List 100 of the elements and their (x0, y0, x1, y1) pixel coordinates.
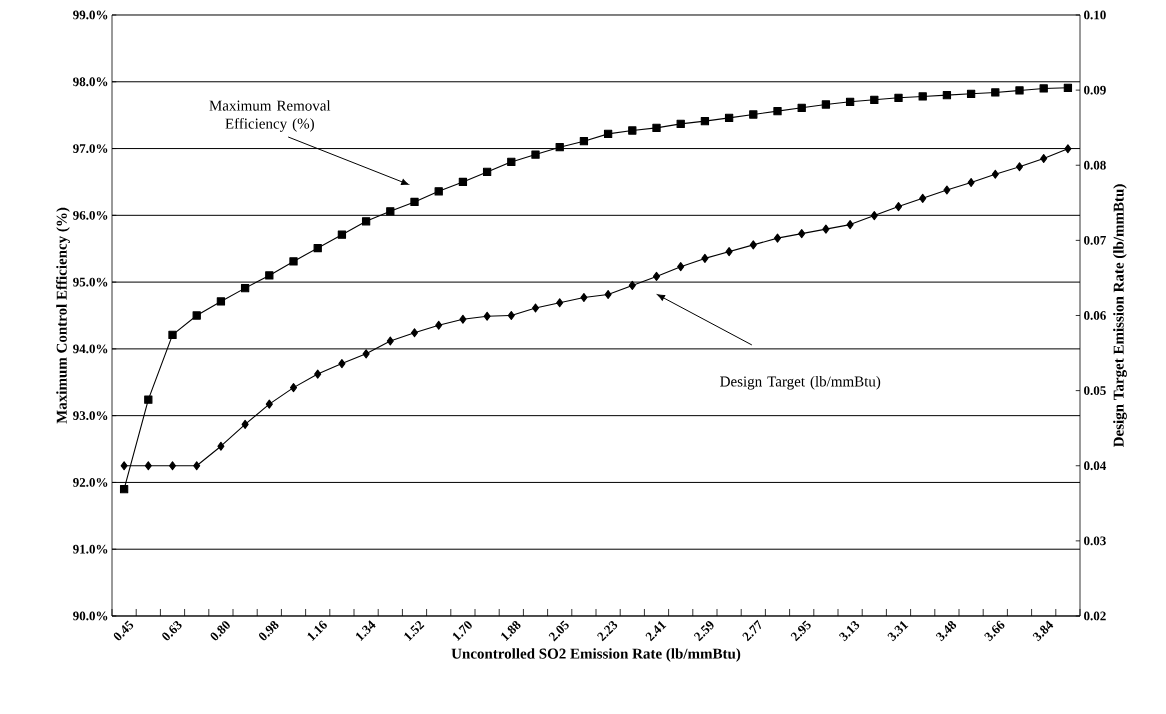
x-tick-label: 3.66 (984, 620, 1005, 642)
y-tick-label: 90.0% (73, 611, 108, 621)
point (1063, 83, 1073, 92)
x-tick-label: 0.45 (113, 620, 134, 641)
x-tick-label: 1.70 (452, 621, 472, 642)
point (870, 211, 878, 221)
x-tick-label: 1.52 (404, 621, 425, 641)
point (435, 320, 443, 330)
point (919, 193, 927, 203)
point (168, 330, 177, 340)
y2-tick-label: 0.07 (1084, 235, 1106, 245)
y2-tick-label: 0.03 (1084, 536, 1106, 546)
x-tick-label: 2.41 (645, 621, 667, 642)
x-tick-label: 1.88 (501, 620, 521, 642)
point (507, 157, 516, 167)
point (894, 202, 903, 212)
y2-tick-label: 0.10 (1084, 10, 1106, 20)
point (943, 185, 951, 195)
x-tick-label: 2.59 (693, 621, 714, 642)
point (410, 197, 419, 207)
y2-tick-label: 0.05 (1084, 386, 1106, 396)
point (556, 298, 564, 308)
annotation: Design Target (lb/mmBtu) (720, 375, 881, 390)
point (144, 395, 153, 404)
point (459, 314, 467, 324)
point (845, 97, 855, 106)
y-tick-label: 91.0% (73, 544, 108, 554)
point (870, 95, 879, 104)
x-tick-label: 0.63 (162, 621, 182, 641)
annotation: Maximum Removal Efficiency (%) (209, 100, 331, 132)
point (192, 311, 201, 320)
point (265, 271, 274, 280)
point (361, 217, 371, 226)
point (677, 262, 685, 272)
point (386, 207, 395, 216)
point (1040, 153, 1048, 164)
point (942, 90, 952, 100)
point (580, 292, 588, 303)
point (217, 441, 225, 451)
y2-tick-label: 0.09 (1084, 85, 1106, 95)
y-axis-title: Maximum Control Efficiency (%) (56, 207, 70, 424)
point (240, 283, 250, 293)
x-tick-label: 0.80 (210, 621, 230, 641)
y-tick-label: 93.0% (73, 411, 108, 421)
point (918, 92, 927, 101)
point (822, 224, 830, 234)
point (966, 89, 976, 98)
point (193, 461, 201, 471)
point (531, 303, 540, 313)
point (507, 310, 515, 321)
point (1039, 84, 1048, 93)
point (967, 177, 975, 188)
point (482, 167, 492, 177)
point (410, 328, 419, 338)
point (798, 229, 806, 239)
point (725, 247, 733, 257)
x-tick-label: 3.48 (935, 620, 957, 642)
point (362, 349, 370, 359)
point (216, 297, 226, 306)
y-tick-label: 99.0% (73, 10, 108, 20)
point (604, 289, 612, 300)
y2-tick-label: 0.02 (1084, 611, 1106, 621)
point (579, 137, 589, 146)
point (1015, 86, 1024, 95)
point (168, 461, 177, 471)
point (846, 220, 854, 230)
point (483, 311, 491, 321)
point (386, 336, 394, 346)
x-tick-label: 3.13 (839, 621, 860, 642)
y-tick-label: 92.0% (73, 478, 108, 487)
point (628, 280, 636, 290)
point (1015, 162, 1024, 172)
point (991, 169, 999, 179)
x-tick-label: 0.98 (259, 620, 279, 641)
point (434, 187, 443, 196)
y-tick-label: 95.0% (73, 277, 108, 287)
point (531, 150, 540, 159)
y-tick-label: 97.0% (73, 144, 108, 153)
x-tick-label: 2.23 (597, 621, 618, 642)
point (797, 103, 806, 112)
y2-tick-label: 0.06 (1084, 311, 1106, 320)
point (1064, 144, 1072, 154)
point (700, 117, 710, 126)
y-tick-label: 96.0% (73, 210, 108, 220)
point (313, 243, 322, 253)
point (337, 230, 347, 239)
y2-tick-label: 0.04 (1084, 461, 1107, 471)
x-axis-title: Uncontrolled SO2 Emission Rate (lb/mmBtu) (451, 648, 741, 662)
x-tick-label: 3.31 (887, 621, 909, 642)
y2-axis-title: Design Target Emission Rate (lb/mmBtu) (1113, 184, 1127, 448)
x-tick-label: 3.84 (1032, 620, 1054, 642)
point (749, 240, 757, 250)
point (120, 461, 128, 471)
point (773, 107, 782, 116)
point (773, 233, 782, 243)
y-tick-label: 94.0% (73, 344, 108, 354)
y2-tick-label: 0.08 (1084, 160, 1106, 170)
point (144, 461, 152, 471)
y-tick-label: 98.0% (73, 77, 108, 87)
point (628, 126, 637, 135)
